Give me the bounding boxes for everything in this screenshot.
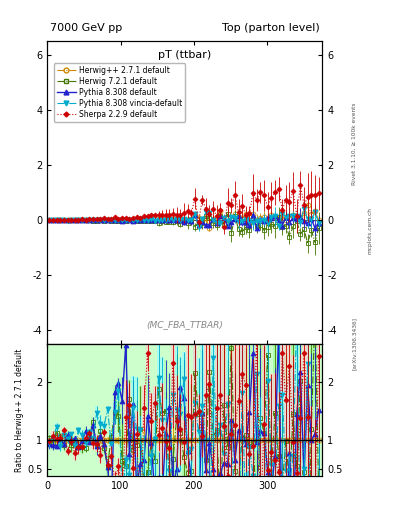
Text: pT (ttbar): pT (ttbar) <box>158 50 211 60</box>
Text: Rivet 3.1.10, ≥ 100k events: Rivet 3.1.10, ≥ 100k events <box>352 102 357 185</box>
Text: mcplots.cern.ch: mcplots.cern.ch <box>367 207 373 254</box>
Text: [arXiv:1306.3436]: [arXiv:1306.3436] <box>352 316 357 370</box>
Text: (MC_FBA_TTBAR): (MC_FBA_TTBAR) <box>146 320 223 329</box>
Text: Top (parton level): Top (parton level) <box>222 24 320 33</box>
Legend: Herwig++ 2.7.1 default, Herwig 7.2.1 default, Pythia 8.308 default, Pythia 8.308: Herwig++ 2.7.1 default, Herwig 7.2.1 def… <box>54 63 185 122</box>
Y-axis label: Ratio to Herwig++ 2.7.1 default: Ratio to Herwig++ 2.7.1 default <box>15 349 24 472</box>
Text: 7000 GeV pp: 7000 GeV pp <box>50 24 122 33</box>
